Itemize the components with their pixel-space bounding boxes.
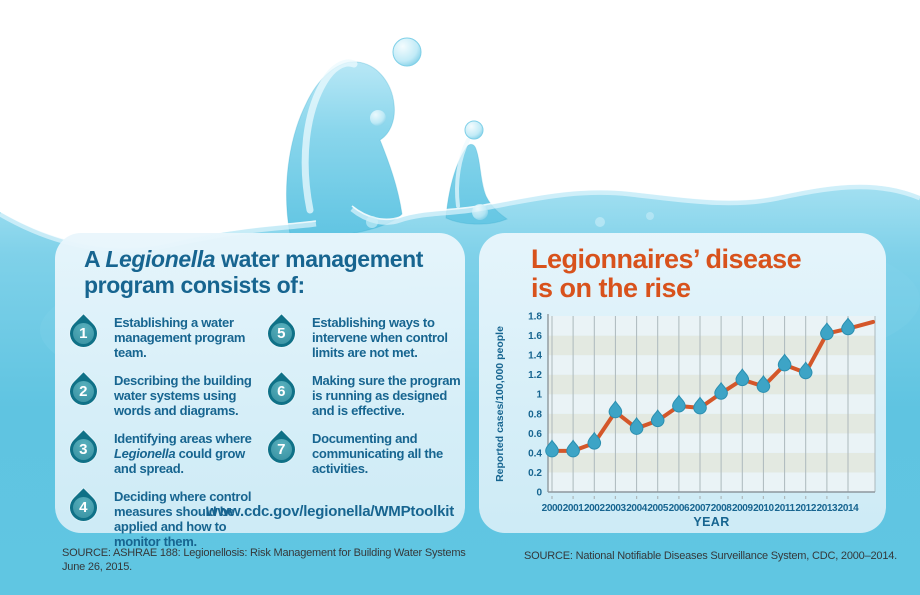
chart-x-tick-labels: 2000 2001 2002 2003 2004 2005 2006 2007 2008 2009… [542,503,860,514]
chart-y-tick-labels: 0 0.2 0.4 0.6 0.8 1 1.2 1.4 1.6 1.8 [528,312,542,499]
step-text: Making sure the program is running as de… [312,373,461,418]
water-drop-marker [714,381,728,400]
water-drop-icon: 6 [261,371,301,411]
step-number: 5 [276,324,286,342]
steps-column-1: 1 Establishing a water management program… [63,313,261,549]
step-number: 1 [78,324,88,342]
y-tick-label: 1.6 [528,331,542,342]
right-source-note: SOURCE: National Notifiable Diseases Sur… [524,550,898,562]
water-drop-marker [629,416,644,435]
step-number: 2 [78,382,88,400]
step-text: Establishing a water management program … [114,315,246,360]
x-tick-label: 2000 [542,503,563,514]
y-tick-label: 0.2 [528,468,542,479]
water-drop-marker [735,368,750,387]
program-step: 3 Identifying areas where Legionella coul… [63,429,261,476]
chart-markers [545,317,855,458]
chart-line [550,319,875,453]
step-text: Documenting and communicating all the ac… [312,431,443,476]
water-drop-marker [798,361,813,380]
water-drop-marker [545,439,559,458]
x-tick-label: 2009 [732,503,753,514]
x-tick-label: 2005 [647,503,668,514]
water-drop-icon: 1 [63,313,103,353]
water-drop-marker [672,394,686,413]
step-text: Describing the building water systems us… [114,373,252,418]
y-tick-label: 0.4 [528,448,542,459]
x-tick-label: 2010 [753,503,774,514]
chart-axes [547,314,875,493]
step-number: 7 [276,440,286,458]
step-number: 6 [276,382,286,400]
x-tick-label: 2004 [626,503,647,514]
x-tick-label: 2014 [838,503,859,514]
water-drop-marker [693,396,707,415]
program-step: 6 Making sure the program is running as d… [261,371,472,418]
y-tick-label: 0.6 [528,429,542,440]
water-drop-icon: 2 [63,371,103,411]
step-text: Identifying areas where Legionella could… [114,431,252,476]
water-drop-marker [820,322,834,341]
y-tick-label: 0.8 [528,409,542,420]
water-drop-marker [608,400,623,419]
program-step: 4 Deciding where control measures should … [63,487,261,549]
water-drop-icon: 3 [63,429,103,469]
program-step: 2 Describing the building water systems u… [63,371,261,418]
chart-bands [548,316,875,492]
program-step: 1 Establishing a water management program… [63,313,261,360]
y-tick-label: 1 [536,390,542,401]
water-droplet [392,37,422,67]
water-drop-icon: 7 [261,429,301,469]
chart-x-ticks [551,496,849,499]
step-number: 3 [78,440,88,458]
program-step: 7 Documenting and communicating all the a… [261,429,472,476]
y-tick-label: 1.2 [528,370,542,381]
left-source-note: SOURCE: ASHRAE 188: Legionellosis: Risk … [62,547,466,573]
step-number: 4 [78,498,88,516]
water-drop-icon: 5 [261,313,301,353]
steps-column-2: 5 Establishing ways to intervene when con… [261,313,472,549]
water-drop-marker [777,353,792,372]
x-tick-label: 2008 [711,503,732,514]
x-tick-label: 2013 [817,503,838,514]
y-axis-label: Reported cases/100,000 people [494,326,506,482]
y-tick-label: 1.8 [528,312,542,323]
water-drop-marker [587,431,602,450]
x-tick-label: 2003 [605,503,626,514]
water-drop-marker [756,374,771,393]
x-tick-label: 2006 [669,503,690,514]
x-tick-label: 2002 [584,503,605,514]
water-drop-icon: 4 [63,487,103,527]
water-drop-marker [566,439,580,458]
y-tick-label: 0 [536,488,542,499]
water-drop-marker [841,317,855,336]
cdc-toolkit-url: www.cdc.gov/legionella/WMPtoolkit [206,503,454,520]
water-bubble [464,120,484,140]
x-tick-label: 2012 [795,503,816,514]
x-tick-label: 2007 [690,503,711,514]
step-text: Deciding where control measures should b… [114,489,252,549]
step-text: Establishing ways to intervene when cont… [312,315,448,360]
x-axis-label: YEAR [693,515,729,529]
right-panel: Legionnaires’ disease is on the rise 0 0.… [479,233,886,533]
x-tick-label: 2001 [563,503,584,514]
water-drop-marker [650,409,665,428]
chart-title: Legionnaires’ disease is on the rise [531,244,802,303]
left-panel-title: A Legionella water management program co… [84,246,424,298]
left-panel: A Legionella water management program co… [55,233,465,549]
program-step: 5 Establishing ways to intervene when con… [261,313,472,360]
y-tick-label: 1.4 [528,351,542,362]
x-tick-label: 2011 [775,503,796,514]
program-steps: 1 Establishing a water management program… [63,313,461,549]
